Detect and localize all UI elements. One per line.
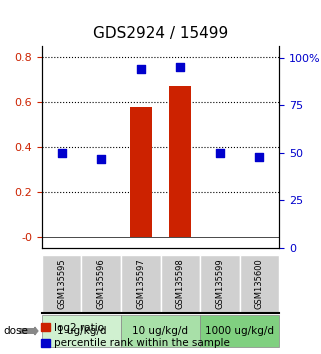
Text: 1000 ug/kg/d: 1000 ug/kg/d [205,326,274,336]
Point [138,67,143,72]
Legend: log2 ratio, percentile rank within the sample: log2 ratio, percentile rank within the s… [37,319,234,352]
Point [99,156,104,161]
Bar [130,107,152,236]
Text: GSM135596: GSM135596 [97,259,106,309]
Point [217,150,222,156]
Text: dose: dose [3,326,28,336]
Text: GDS2924 / 15499: GDS2924 / 15499 [93,26,228,41]
Point [59,150,64,156]
Point [257,154,262,159]
Point [178,64,183,70]
Text: GSM135597: GSM135597 [136,259,145,309]
Text: GSM135600: GSM135600 [255,259,264,309]
Text: 10 ug/kg/d: 10 ug/kg/d [133,326,188,336]
Text: 1 ug/kg/d: 1 ug/kg/d [56,326,106,336]
Bar [169,86,191,236]
Text: GSM135599: GSM135599 [215,259,224,309]
Text: GSM135598: GSM135598 [176,259,185,309]
Text: GSM135595: GSM135595 [57,259,66,309]
